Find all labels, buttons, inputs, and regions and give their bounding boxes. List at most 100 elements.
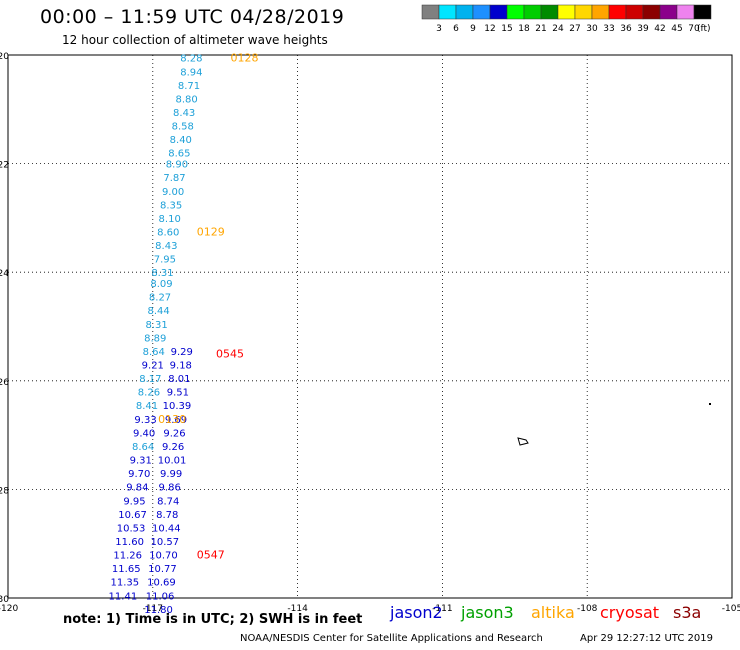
wave-height-value: 9.40 — [133, 428, 155, 439]
pass-time-label: 0545 — [216, 348, 244, 361]
wave-height-value: 9.29 — [171, 347, 193, 358]
wave-height-value: 7.95 — [154, 255, 176, 266]
wave-height-value: 10.70 — [149, 551, 178, 562]
wave-height-value: 11.26 — [113, 551, 142, 562]
colorbar: 3 6 9 12 15 18 21 24 27 30 33 36 39 42 45 70(ft) — [421, 4, 712, 34]
wave-height-value: 10.01 — [158, 456, 187, 467]
colorbar-label: 18 — [518, 24, 530, 34]
wave-height-value: 9.21 — [142, 361, 164, 372]
lat-tick-label: -24 — [0, 269, 9, 279]
wave-height-value: 9.26 — [163, 428, 185, 439]
wave-height-value: 9.95 — [123, 496, 145, 507]
lon-tick-label: -108 — [577, 604, 598, 614]
colorbar-label: 70 — [688, 24, 700, 34]
pass-time-label: 0128 — [231, 52, 259, 65]
wave-height-value: 9.69 — [165, 415, 187, 426]
lat-tick-label: -30 — [0, 595, 9, 605]
wave-height-value: 8.17 — [139, 374, 161, 385]
wave-height-value: 8.43 — [173, 108, 195, 119]
wave-height-value: 10.67 — [118, 510, 147, 521]
wave-height-value: 8.64 — [132, 442, 154, 453]
colorbar-label: 15 — [501, 24, 512, 34]
wave-height-value: 8.94 — [180, 67, 202, 78]
wave-height-value: 10.39 — [163, 401, 192, 412]
wave-height-value: 8.74 — [157, 496, 179, 507]
colorbar-label: 39 — [637, 24, 649, 34]
wave-height-value: 8.64 — [143, 347, 165, 358]
wave-height-value: 8.10 — [159, 214, 181, 225]
lat-tick-label: -22 — [0, 161, 9, 171]
legend-altika: altika — [531, 603, 575, 622]
wave-height-value: 7.87 — [163, 173, 185, 184]
wave-height-value: 9.86 — [159, 483, 181, 494]
legend-s3a: s3a — [673, 603, 702, 622]
colorbar-label: 24 — [552, 24, 564, 34]
wave-height-value: 8.40 — [170, 135, 192, 146]
wave-height-value: 8.90 — [166, 160, 188, 171]
note-text: note: 1) Time is in UTC; 2) SWH is in fe… — [63, 612, 363, 627]
colorbar-label: 21 — [535, 24, 546, 34]
wave-height-value: 9.18 — [170, 361, 192, 372]
wave-height-value: 8.44 — [147, 306, 169, 317]
legend-cryosat: cryosat — [600, 603, 660, 622]
pass-time-label: 0547 — [197, 549, 225, 562]
wave-height-value: 11.41 — [109, 591, 138, 602]
wave-height-value: 8.43 — [155, 241, 177, 252]
wave-height-value: 8.01 — [168, 374, 190, 385]
wave-height-value: 9.00 — [162, 187, 184, 198]
colorbar-label: 3 — [436, 24, 442, 34]
lat-tick-label: -26 — [0, 378, 9, 388]
page-title: 00:00 – 11:59 UTC 04/28/2019 — [40, 6, 345, 28]
wave-height-value: 8.27 — [149, 293, 171, 304]
wave-height-value: 9.31 — [130, 456, 152, 467]
footer-timestamp: Apr 29 12:27:12 UTC 2019 — [580, 633, 713, 644]
colorbar-label: 6 — [453, 24, 459, 34]
colorbar-label: 27 — [569, 24, 580, 34]
colorbar-label: 42 — [654, 24, 665, 34]
colorbar-label: 33 — [603, 24, 614, 34]
legend-jason2: jason2 — [390, 603, 443, 622]
colorbar-label: 12 — [484, 24, 495, 34]
wave-height-value: 10.53 — [117, 523, 146, 534]
lon-tick-label: -117 — [143, 604, 163, 614]
lat-tick-label: -20 — [0, 52, 9, 62]
wave-height-value: 8.35 — [160, 200, 182, 211]
wave-height-value: 8.89 — [144, 333, 166, 344]
colorbar-label: 30 — [586, 24, 598, 34]
colorbar-unit: (ft) — [697, 24, 711, 34]
wave-height-value: 9.26 — [162, 442, 184, 453]
wave-height-value: 10.57 — [151, 537, 180, 548]
island-shape — [517, 437, 529, 446]
wave-height-value: 8.31 — [146, 320, 168, 331]
wave-height-value: 8.58 — [172, 122, 194, 133]
wave-height-value: 8.71 — [178, 81, 200, 92]
page-subtitle: 12 hour collection of altimeter wave hei… — [62, 33, 328, 47]
lat-tick-label: -28 — [0, 486, 9, 496]
pass-time-label: 0129 — [197, 225, 225, 238]
wave-height-value: 11.35 — [110, 578, 139, 589]
lon-tick-label: -111 — [432, 604, 452, 614]
wave-height-value: 11.06 — [146, 591, 175, 602]
wave-height-value: 8.60 — [157, 227, 179, 238]
wave-height-value: 9.99 — [160, 469, 182, 480]
wave-height-value: 8.26 — [138, 388, 160, 399]
wave-height-value: 8.28 — [180, 54, 202, 65]
wave-height-value: 9.84 — [126, 483, 148, 494]
legend-jason3: jason3 — [461, 603, 514, 622]
wave-height-value: 10.44 — [152, 523, 181, 534]
wave-height-value: 11.80 — [144, 605, 173, 616]
map-frame — [7, 54, 733, 599]
wave-height-value: 8.65 — [168, 149, 190, 160]
footer-credit: NOAA/NESDIS Center for Satellite Applica… — [240, 633, 543, 644]
lon-tick-label: -120 — [0, 604, 18, 614]
wave-height-value: 8.78 — [156, 510, 178, 521]
wave-height-value: 8.41 — [136, 401, 158, 412]
wave-height-value: 9.51 — [167, 388, 189, 399]
wave-height-value: 10.69 — [147, 578, 176, 589]
wave-height-value: 8.80 — [175, 94, 197, 105]
colorbar-swatch — [693, 4, 712, 20]
colorbar-label: 36 — [620, 24, 632, 34]
colorbar-label: 45 — [671, 24, 682, 34]
wave-height-value: 9.70 — [128, 469, 150, 480]
